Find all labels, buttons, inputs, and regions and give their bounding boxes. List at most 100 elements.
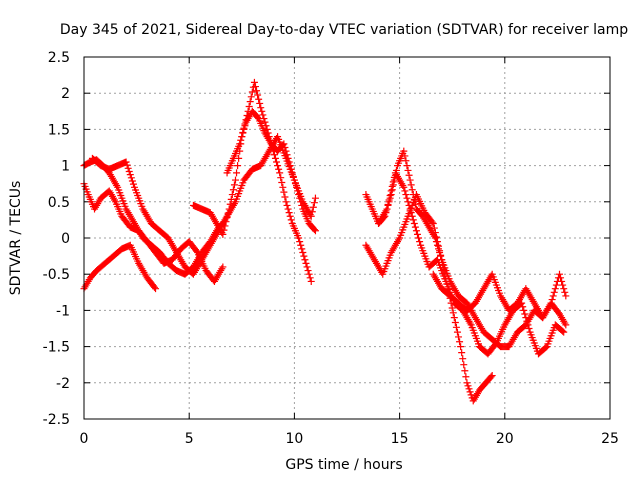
data-point [282,198,290,206]
data-point [542,344,550,352]
data-point [431,229,439,237]
data-point [387,187,395,195]
data-point [525,325,533,332]
data-point [415,234,423,242]
data-point [254,91,262,99]
data-point [461,367,469,375]
data-point [226,200,234,208]
data-point [238,133,246,141]
data-point [430,224,438,232]
data-point [236,140,244,148]
data-point [455,333,463,341]
data-point [273,158,281,166]
data-point [557,274,565,282]
plot-frame [83,56,611,420]
data-point [307,277,315,285]
data-point [549,292,557,300]
data-point [311,227,319,235]
x-tick-label: 5 [185,431,194,447]
series-track-h [362,191,570,351]
data-point [286,162,294,170]
data-point [416,238,424,246]
data-point [228,191,236,199]
data-point [297,241,305,249]
data-point [224,209,232,217]
data-point [551,285,559,293]
data-point [300,252,308,260]
data-point [466,388,474,396]
data-point [433,238,441,246]
data-point [239,129,247,137]
data-point [401,187,409,195]
data-point [562,292,570,300]
data-point [384,201,392,209]
data-point [562,321,570,329]
data-point [406,176,414,184]
data-point [403,194,411,202]
data-point [219,263,227,271]
data-point [559,281,567,289]
data-point [294,187,302,195]
data-point [299,248,307,256]
data-point [404,166,412,174]
x-tick-label: 25 [601,431,619,447]
grid-lines [84,57,610,419]
data-point [124,164,132,172]
data-point [278,178,286,186]
data-point [305,270,313,278]
x-tick-label: 0 [80,431,89,447]
data-point [285,158,293,166]
y-tick-label: -2 [56,376,70,392]
data-point [306,274,314,282]
y-tick-label: 1 [61,159,70,175]
y-tick-label: -1 [56,303,70,319]
data-point [257,104,265,112]
data-point [411,223,419,231]
y-tick-label: 1.5 [48,122,70,138]
data-point [405,171,413,179]
data-point [459,355,467,363]
data-point [308,208,316,216]
data-point [274,162,282,170]
data-point [219,230,227,238]
data-point [250,78,258,86]
data-point [283,201,291,209]
data-point [407,209,415,217]
data-point [448,304,456,312]
data-point [295,234,303,242]
data-point [291,180,299,188]
data-point [282,147,290,155]
data-point [280,140,288,148]
data-point [464,382,472,390]
data-point [465,385,473,393]
data-point [297,198,305,206]
data-point [388,182,396,190]
data-point [432,233,440,241]
data-point [487,373,495,381]
y-tick-label: 2.5 [48,50,70,66]
data-point [403,162,411,170]
data-point [556,270,564,278]
data-point [523,317,531,325]
x-tick-label: 15 [391,431,409,447]
data-point [245,102,253,110]
data-point [400,183,408,191]
data-point [125,167,133,175]
data-point [256,99,264,107]
data-point [429,220,437,228]
data-point [301,256,309,264]
data-point [129,180,137,188]
data-point [220,226,228,234]
data-point [275,165,283,173]
data-point [283,151,291,159]
data-point [519,303,527,311]
data-point [248,88,256,96]
data-point [127,174,135,182]
data-point [271,154,279,162]
data-point [193,247,201,255]
data-point [287,216,295,224]
data-point [263,125,271,133]
data-point [449,309,457,317]
data-point [410,220,418,228]
